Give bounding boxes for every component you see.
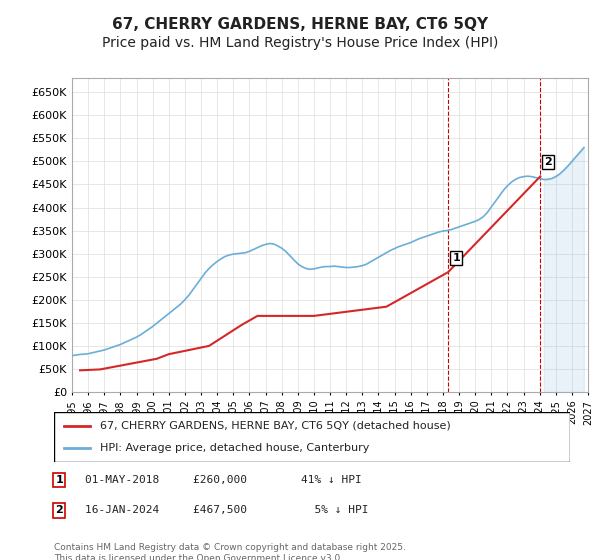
Text: 16-JAN-2024     £467,500          5% ↓ HPI: 16-JAN-2024 £467,500 5% ↓ HPI <box>85 505 368 515</box>
Text: 2: 2 <box>55 505 63 515</box>
Text: 1: 1 <box>55 475 63 485</box>
Text: 1: 1 <box>452 253 460 263</box>
FancyBboxPatch shape <box>54 412 570 462</box>
Text: Price paid vs. HM Land Registry's House Price Index (HPI): Price paid vs. HM Land Registry's House … <box>102 36 498 50</box>
Text: 67, CHERRY GARDENS, HERNE BAY, CT6 5QY: 67, CHERRY GARDENS, HERNE BAY, CT6 5QY <box>112 17 488 32</box>
Text: 2: 2 <box>544 157 552 167</box>
Text: Contains HM Land Registry data © Crown copyright and database right 2025.
This d: Contains HM Land Registry data © Crown c… <box>54 543 406 560</box>
Text: HPI: Average price, detached house, Canterbury: HPI: Average price, detached house, Cant… <box>100 443 370 453</box>
Text: 01-MAY-2018     £260,000        41% ↓ HPI: 01-MAY-2018 £260,000 41% ↓ HPI <box>85 475 362 485</box>
Text: 67, CHERRY GARDENS, HERNE BAY, CT6 5QY (detached house): 67, CHERRY GARDENS, HERNE BAY, CT6 5QY (… <box>100 421 451 431</box>
